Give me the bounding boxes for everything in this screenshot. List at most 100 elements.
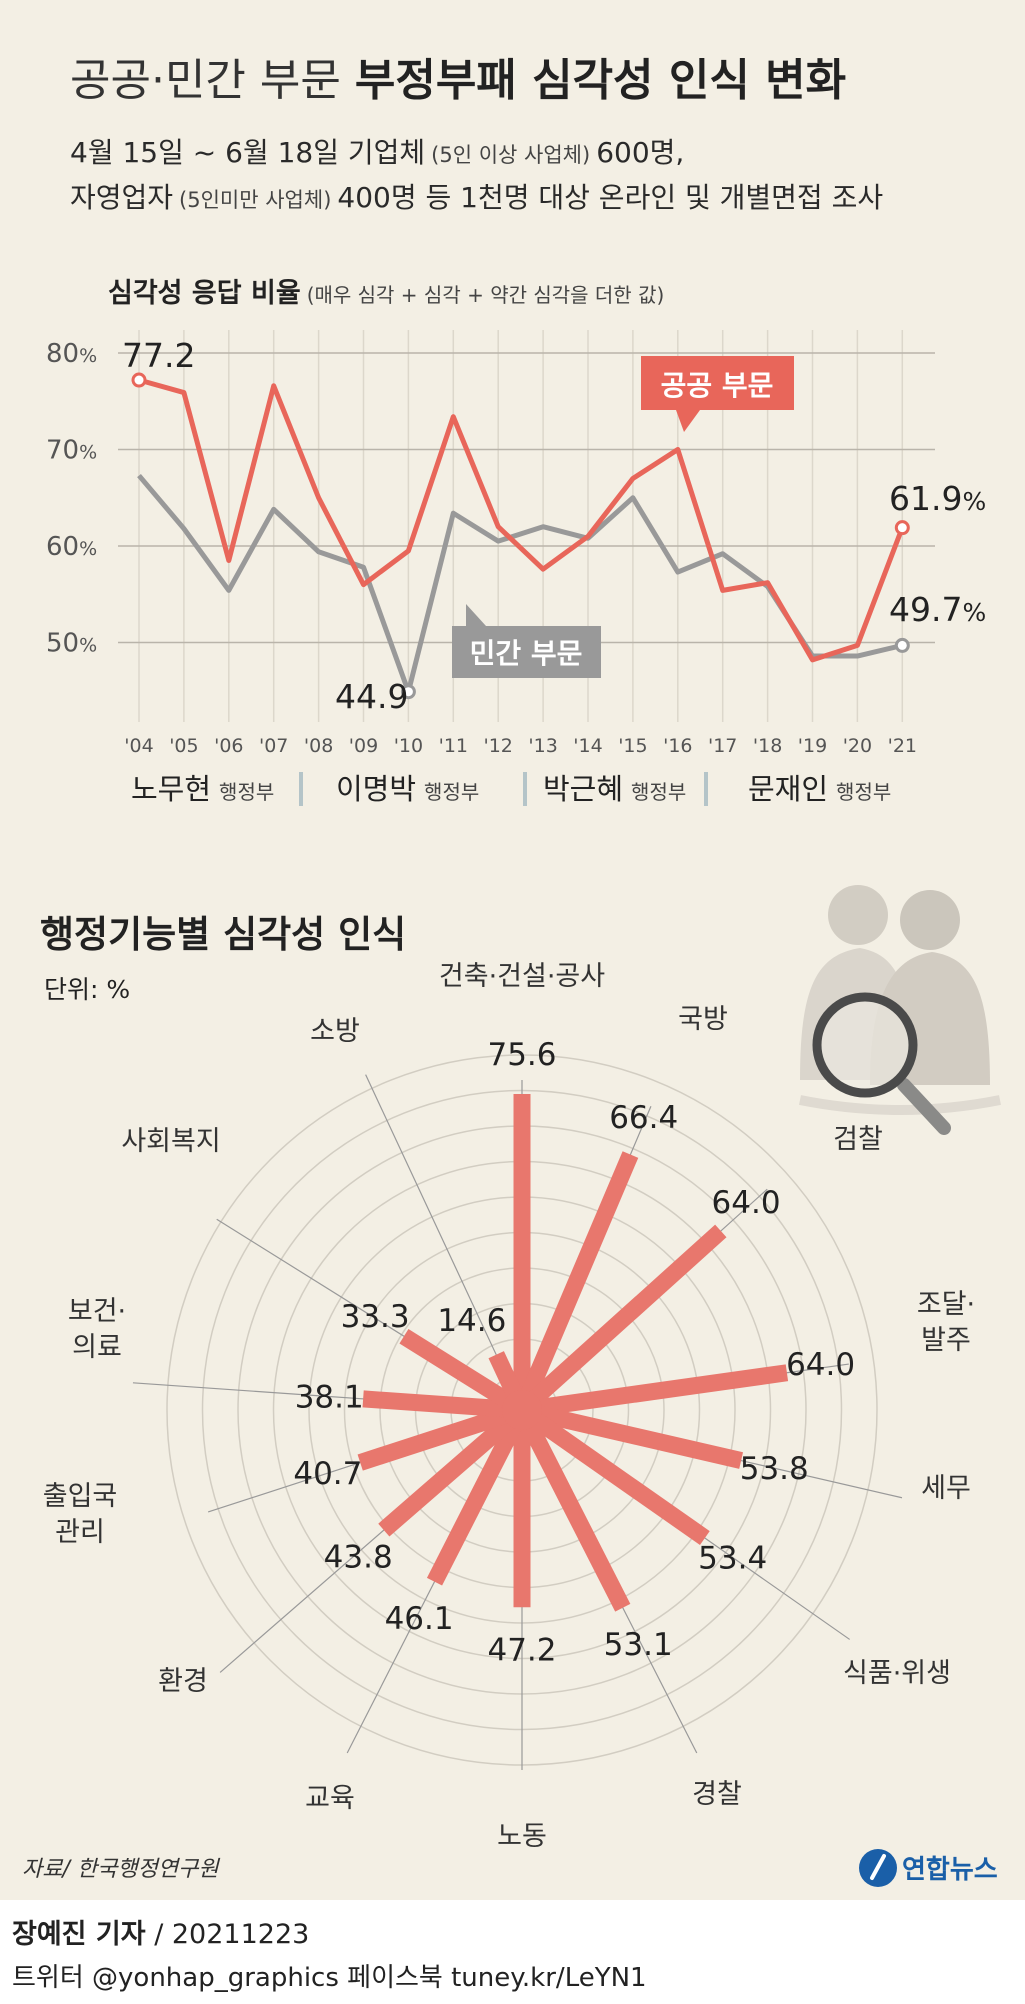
radial-category-label: 소방 xyxy=(310,1016,360,1047)
main-title-light: 공공·민간 부문 xyxy=(70,55,341,106)
radial-value-label: 64.0 xyxy=(712,1185,781,1221)
byline-name: 장예진 기자 xyxy=(12,1919,146,1950)
radial-category-label: 건축·건설·공사 xyxy=(439,961,605,992)
radial-category-label: 조달· 발주 xyxy=(917,1289,975,1356)
radial-bar xyxy=(520,1364,789,1419)
radial-category-label: 사회복지 xyxy=(121,1126,220,1157)
footer-byline: 장예진 기자 / 20211223 xyxy=(12,1912,309,1951)
x-tick-label: '04 xyxy=(124,735,153,757)
radial-category-label: 식품·위생 xyxy=(843,1658,951,1689)
radial-value-label: 40.7 xyxy=(293,1456,362,1492)
x-tick-label: '08 xyxy=(304,735,333,757)
radial-value-label: 66.4 xyxy=(609,1100,678,1136)
subtitle-2a: 자영업자 xyxy=(70,181,173,214)
radial-leader-line xyxy=(365,1074,523,1411)
x-tick-label: '13 xyxy=(528,735,557,757)
line-value-label: 44.9 xyxy=(335,677,408,716)
radial-value-label: 64.0 xyxy=(786,1347,855,1383)
radial-bar xyxy=(362,1390,523,1419)
radial-bar xyxy=(426,1406,530,1586)
x-tick-label: '14 xyxy=(573,735,602,757)
government-label: 문재인 행정부 xyxy=(748,772,891,806)
radial-value-label: 33.3 xyxy=(341,1299,410,1335)
public-sector-callout-box xyxy=(641,356,794,410)
main-title: 공공·민간 부문 부정부패 심각성 인식 변화 xyxy=(70,55,846,106)
radial-bar xyxy=(517,1403,710,1545)
x-tick-label: '18 xyxy=(753,735,782,757)
radial-bar xyxy=(516,1224,727,1417)
person-left-head xyxy=(828,885,888,945)
public-sector-callout-pointer xyxy=(676,410,700,432)
line-chart-title: 심각성 응답 비율 xyxy=(108,278,301,309)
radial-value-label: 46.1 xyxy=(385,1601,454,1637)
person-right-head xyxy=(900,890,960,950)
radial-bars xyxy=(357,1093,789,1612)
footer-social: 트위터 @yonhap_graphics 페이스북 tuney.kr/LeYN1 xyxy=(12,1963,647,1993)
x-tick-label: '09 xyxy=(349,735,378,757)
radial-value-label: 47.2 xyxy=(487,1632,556,1668)
radial-bar xyxy=(514,1151,639,1414)
public-sector-callout-text: 공공 부문 xyxy=(661,369,774,402)
x-tick-label: '16 xyxy=(663,735,692,757)
byline-date: / 20211223 xyxy=(154,1919,310,1950)
private-sector-callout-pointer xyxy=(466,604,486,626)
yonhap-logo: 연합뉴스 xyxy=(859,1849,998,1887)
government-label: 이명박 행정부 xyxy=(336,772,479,806)
line-chart-series xyxy=(131,372,910,700)
radial-value-label: 75.6 xyxy=(487,1037,556,1073)
radial-value-label: 53.1 xyxy=(604,1627,673,1663)
line-value-label: 77.2 xyxy=(122,336,195,375)
x-tick-label: '10 xyxy=(394,735,423,757)
subtitle-line-2: 자영업자 (5인미만 사업체) 400명 등 1천명 대상 온라인 및 개별면접 조… xyxy=(70,181,883,214)
radial-category-label: 보건· 의료 xyxy=(68,1296,126,1363)
endpoint-marker xyxy=(131,372,147,388)
subtitle-2b: (5인미만 사업체) xyxy=(179,188,331,212)
x-tick-label: '19 xyxy=(798,735,827,757)
infographic: 공공·민간 부문 부정부패 심각성 인식 변화 4월 15일 ~ 6월 18일 기… xyxy=(22,55,1001,1887)
subtitle-1a: 4월 15일 ~ 6월 18일 기업체 xyxy=(70,136,425,169)
line-chart-x-ticks: '04 '05 '06 '07 '08 '09 '10 '11 '12 '13 '14 '15 '16 '… xyxy=(124,735,917,757)
x-tick-label: '20 xyxy=(843,735,872,757)
radar-title: 행정기능별 심각성 인식 xyxy=(40,913,406,956)
line-chart-note: (매우 심각 + 심각 + 약간 심각을 더한 값) xyxy=(307,283,665,307)
y-tick-label: 50% xyxy=(46,629,97,659)
radial-value-label: 14.6 xyxy=(437,1303,506,1339)
subtitle-line-1: 4월 15일 ~ 6월 18일 기업체 (5인 이상 사업체) 600명, xyxy=(70,136,684,169)
radial-value-label: 53.4 xyxy=(698,1541,767,1577)
radial-bar xyxy=(357,1401,525,1471)
main-title-bold: 부정부패 심각성 인식 변화 xyxy=(355,55,846,106)
x-tick-label: '15 xyxy=(618,735,647,757)
radial-value-label: 53.8 xyxy=(740,1451,809,1487)
x-tick-label: '21 xyxy=(888,735,917,757)
government-label: 박근혜 행정부 xyxy=(543,772,686,806)
radial-category-label: 출입국 관리 xyxy=(43,1481,118,1548)
infographic-canvas: 공공·민간 부문 부정부패 심각성 인식 변화 4월 15일 ~ 6월 18일 기… xyxy=(22,55,1001,1887)
x-tick-label: '12 xyxy=(483,735,512,757)
radial-category-label: 노동 xyxy=(497,1821,547,1852)
subtitle-1b: (5인 이상 사업체) xyxy=(431,143,590,167)
line-value-label: 49.7% xyxy=(889,590,986,629)
public-sector-callout: 공공 부문 xyxy=(641,356,794,432)
radial-category-label: 국방 xyxy=(678,1004,728,1035)
endpoint-marker xyxy=(894,637,910,653)
footer: 장예진 기자 / 20211223 트위터 @yonhap_graphics 페… xyxy=(0,1900,1025,2004)
line-value-label: 61.9% xyxy=(889,479,986,518)
line-chart: 80%70%60%50% 77.261.9%44.949.7% '04'05'0… xyxy=(46,330,986,757)
line-chart-value-labels: 77.2 61.9% 44.9 49.7% xyxy=(122,336,986,716)
x-tick-label: '07 xyxy=(259,735,288,757)
radial-bar xyxy=(378,1403,528,1537)
illustration-shadow xyxy=(799,1095,1001,1115)
subtitle-2c: 400명 등 1천명 대상 온라인 및 개별면접 조사 xyxy=(337,181,883,214)
y-tick-label: 60% xyxy=(46,532,97,562)
government-label: 노무현 행정부 xyxy=(131,772,274,806)
line-chart-heading: 심각성 응답 비율 (매우 심각 + 심각 + 약간 심각을 더한 값) xyxy=(108,278,664,309)
public-sector-line xyxy=(138,377,905,663)
radial-category-label: 세무 xyxy=(921,1473,971,1504)
x-tick-label: '06 xyxy=(214,735,243,757)
line-chart-y-ticks: 80% 70% 60% 50% xyxy=(46,339,97,659)
radial-category-label: 검찰 xyxy=(833,1124,883,1155)
x-tick-label: '17 xyxy=(708,735,737,757)
endpoint-marker xyxy=(894,520,910,536)
radial-bar xyxy=(399,1329,527,1418)
